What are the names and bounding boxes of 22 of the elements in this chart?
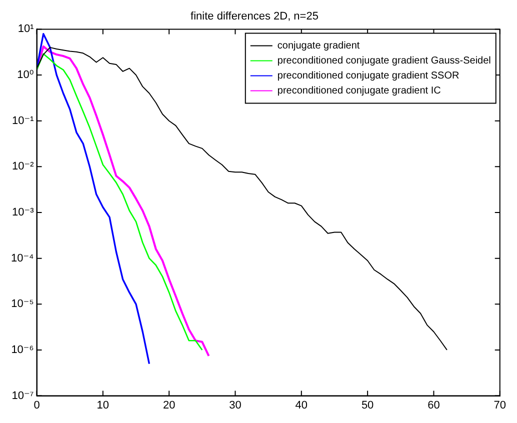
y-tick-label: 10⁰ [17, 69, 34, 82]
y-tick-label: 10⁻⁷ [12, 390, 34, 402]
chart-title: finite differences 2D, n=25 [190, 10, 318, 23]
y-tick-label: 10⁻³ [12, 206, 34, 219]
legend-label: preconditioned conjugate gradient Gauss-Seidel [277, 55, 491, 66]
x-tick-label: 40 [295, 399, 308, 412]
y-tick-label: 10¹ [18, 23, 34, 36]
y-tick-label: 10⁻⁴ [10, 252, 34, 264]
y-tick-label: 10⁻⁵ [11, 298, 34, 310]
y-tick-label: 10⁻⁶ [11, 344, 34, 356]
x-tick-label: 0 [34, 399, 40, 412]
legend-label: preconditioned conjugate gradient IC [277, 85, 441, 96]
y-tick-label: 10⁻¹ [12, 114, 34, 127]
x-tick-label: 20 [162, 399, 176, 412]
x-tick-label: 10 [96, 399, 110, 412]
legend-label: conjugate gradient [277, 40, 360, 52]
x-tick-label: 30 [229, 399, 242, 412]
legend-label: preconditioned conjugate gradient SSOR [277, 70, 460, 82]
x-tick-label: 60 [428, 399, 440, 412]
x-tick-label: 50 [361, 399, 374, 412]
y-tick-label: 10⁻² [12, 160, 34, 173]
x-tick-label: 70 [494, 399, 506, 412]
